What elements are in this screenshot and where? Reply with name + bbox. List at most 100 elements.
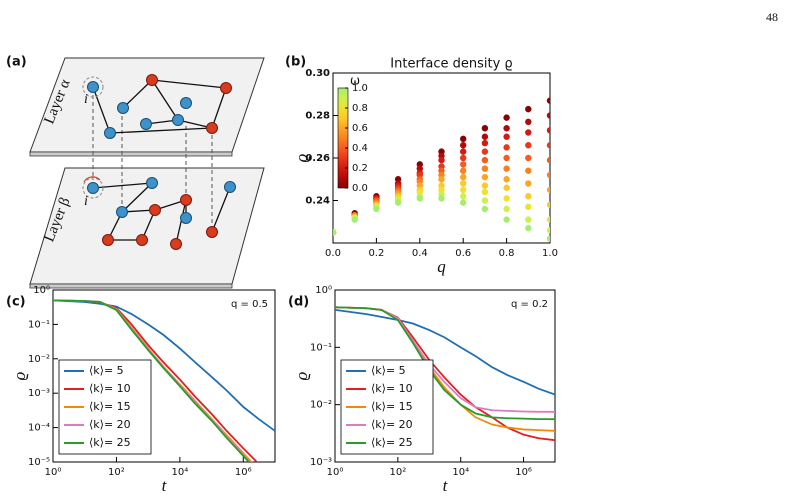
point [460,186,467,194]
point [416,195,423,202]
point [460,142,467,149]
x-tick-label: 10² [108,467,125,478]
y-tick-label: 10⁻³ [310,457,332,468]
point [525,216,532,223]
x-tick-label: 10⁴ [452,467,469,478]
point [546,127,550,134]
chart: (c) 10⁰ 10² 10⁴ 10⁶ 10⁻⁵ 10⁻⁴ 10⁻³ 10⁻² 10⁻¹ 10⁰ t ϱ… [6,285,276,495]
point [460,154,467,162]
point [394,199,402,206]
x-tick-label: 0.0 [325,248,341,259]
y-axis-label: ϱ [292,153,311,162]
state-arrow [83,176,101,183]
point [460,161,467,168]
point [525,167,532,174]
diagram: (a) Layer α Layer β i [6,55,265,289]
chart: (b) 0.0 0.2 0.4 0.6 0.8 1.0 0.24 0.26 0.28 0.30 Int… [285,55,558,276]
legend-label: ⟨k⟩= 10 [371,382,413,395]
point [481,205,489,213]
legend-label: ⟨k⟩= 5 [371,364,406,377]
y-tick-label: 0.30 [305,68,330,79]
point [525,142,532,149]
point [503,114,510,121]
point [503,154,510,162]
x-tick-label: 0.2 [368,248,384,259]
point [481,148,489,155]
series-line [335,308,555,396]
x-axis-label: q [437,257,446,276]
x-tick-label: 0.4 [412,248,428,259]
x-tick-label: 10² [389,467,406,478]
layer-plane [29,57,265,153]
series-line [53,299,251,462]
point [546,97,550,104]
legend-label: ⟨k⟩= 25 [89,436,131,449]
y-tick-label: 10⁻⁴ [28,423,50,434]
y-tick-label: 0.24 [305,196,330,207]
point [503,144,510,151]
point [351,216,358,223]
point [460,173,467,181]
point [460,180,467,187]
point [546,142,550,149]
y-axis-label: ϱ [10,371,29,380]
point [525,129,532,136]
chart-title: Interface density ϱ [390,57,512,72]
point [546,227,550,234]
point [481,173,489,181]
focus-ring [82,76,104,98]
point [503,216,510,223]
colorbar-tick-label: 0.8 [352,103,368,114]
y-tick-label: 10⁻¹ [28,319,50,330]
point [460,167,467,174]
point [503,184,510,191]
point [460,193,467,200]
y-tick-label: 0.28 [305,111,330,122]
point [438,195,445,202]
colorbar-tick-label: 0.4 [352,143,368,154]
colorbar-tick-label: 0.2 [352,163,368,174]
annotation: q = 0.5 [231,299,268,310]
point [546,171,550,179]
point [460,135,467,143]
point [481,188,489,196]
y-tick-label: 10⁻² [28,354,50,365]
legend-label: ⟨k⟩= 15 [89,400,131,413]
x-tick-label: 10⁶ [515,467,532,478]
panel-label: (b) [285,55,306,70]
legend-label: ⟨k⟩= 25 [371,436,413,449]
colorbar-tick-label: 1.0 [352,83,368,94]
point [438,156,445,164]
colorbar-tick-label: 0.0 [352,183,368,194]
point [481,165,489,172]
x-tick-label: 0.6 [455,248,471,259]
point [546,112,550,119]
x-tick-label: 10⁰ [45,467,62,478]
y-tick-label: 10⁻¹ [310,342,332,353]
point [481,197,489,204]
legend-label: ⟨k⟩= 10 [89,382,131,395]
point [525,118,532,126]
point [503,165,510,172]
x-tick-label: 10⁴ [171,467,188,478]
point [503,176,510,183]
nodes-alpha [87,74,232,139]
point [525,180,532,187]
point [481,156,489,164]
y-tick-label: 10⁻³ [28,388,50,399]
x-tick-label: 0.8 [499,248,515,259]
legend-box [340,359,434,455]
plot-content [333,97,550,242]
x-axis-label: t [443,476,449,495]
point [481,182,489,189]
x-tick-label: 1.0 [542,248,558,259]
y-tick-label: 10⁰ [315,285,332,296]
point [546,156,550,164]
point [503,133,510,140]
y-tick-label: 10⁻⁵ [28,457,50,468]
layer-edge [29,283,233,289]
legend-label: ⟨k⟩= 15 [371,400,413,413]
node-label: i [84,194,88,209]
layer-edge [29,151,233,157]
plot-content [335,306,555,442]
